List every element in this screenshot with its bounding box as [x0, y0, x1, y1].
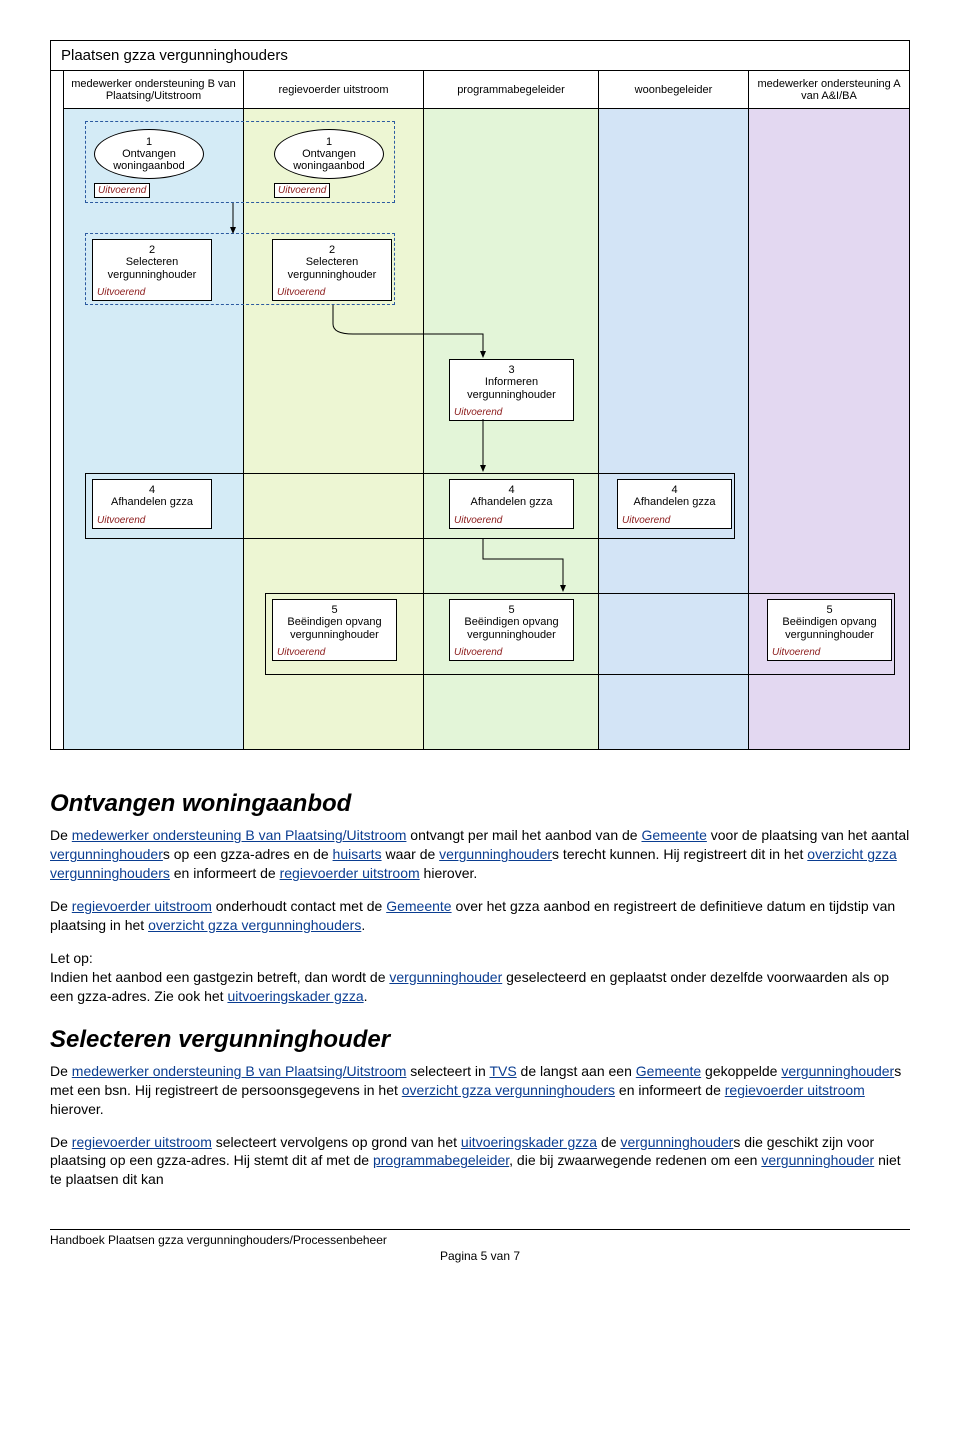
- lane-header-d: woonbegeleider: [599, 71, 748, 109]
- node-1a-uitv: Uitvoerend: [94, 183, 150, 198]
- swimlanes: medewerker ondersteuning B van Plaatsing…: [63, 71, 909, 749]
- node-5e: 5 Beëindigen opvang vergunninghouder Uit…: [767, 599, 892, 661]
- node-1a-text: Ontvangen woningaanbod: [95, 148, 203, 172]
- node-1a: 1 Ontvangen woningaanbod: [94, 129, 204, 179]
- node-2b: 2 Selecteren vergunninghouder Uitvoerend: [272, 239, 392, 301]
- node-4d-uitv: Uitvoerend: [622, 515, 727, 526]
- link-overzicht-gzza-2[interactable]: overzicht gzza vergunninghouders: [148, 917, 361, 933]
- heading-selecteren: Selecteren vergunninghouder: [50, 1024, 910, 1056]
- node-4d: 4 Afhandelen gzza Uitvoerend: [617, 479, 732, 529]
- lane-header-c: programmabegeleider: [424, 71, 598, 109]
- node-2a-num: 2: [97, 244, 207, 256]
- link-gemeente-3[interactable]: Gemeente: [636, 1063, 701, 1079]
- lane-medewerker-a: medewerker ondersteuning A van A&I/BA 5 …: [749, 71, 909, 749]
- node-5c-uitv: Uitvoerend: [454, 647, 569, 658]
- link-vergunninghouder[interactable]: vergunninghouder: [50, 846, 163, 862]
- lane-medewerker-b: medewerker ondersteuning B van Plaatsing…: [64, 71, 244, 749]
- link-medewerker-b-2[interactable]: medewerker ondersteuning B van Plaatsing…: [72, 1063, 407, 1079]
- diagram-title: Plaatsen gzza vergunninghouders: [51, 41, 909, 71]
- link-regievoerder-3[interactable]: regievoerder uitstroom: [725, 1082, 865, 1098]
- node-5c-num: 5: [454, 604, 569, 616]
- lane-header-a: medewerker ondersteuning B van Plaatsing…: [64, 71, 243, 109]
- para-4: De medewerker ondersteuning B van Plaats…: [50, 1062, 910, 1119]
- lane-regievoerder: regievoerder uitstroom 1 Ontvangen wonin…: [244, 71, 424, 749]
- node-2a-text: Selecteren vergunninghouder: [97, 256, 207, 281]
- link-vergunninghouder-2[interactable]: vergunninghouder: [439, 846, 552, 862]
- node-5c-text: Beëindigen opvang vergunninghouder: [454, 616, 569, 641]
- node-2a-uitv: Uitvoerend: [97, 287, 207, 298]
- lane-woonbegeleider: woonbegeleider 4 Afhandelen gzza Uitvoer…: [599, 71, 749, 749]
- body-text: Ontvangen woningaanbod De medewerker ond…: [50, 750, 910, 1189]
- node-4c: 4 Afhandelen gzza Uitvoerend: [449, 479, 574, 529]
- node-4d-text: Afhandelen gzza: [622, 496, 727, 509]
- lane-header-b: regievoerder uitstroom: [244, 71, 423, 109]
- node-3-text: Informeren vergunninghouder: [454, 376, 569, 401]
- footer-line1: Handboek Plaatsen gzza vergunninghouders…: [50, 1233, 910, 1247]
- node-4a-text: Afhandelen gzza: [97, 496, 207, 509]
- link-gemeente-2[interactable]: Gemeente: [386, 898, 451, 914]
- link-medewerker-b[interactable]: medewerker ondersteuning B van Plaatsing…: [72, 827, 407, 843]
- node-5b-text: Beëindigen opvang vergunninghouder: [277, 616, 392, 641]
- link-vergunninghouder-6[interactable]: vergunninghouder: [761, 1152, 874, 1168]
- node-3-uitv: Uitvoerend: [454, 407, 569, 418]
- heading-ontvangen: Ontvangen woningaanbod: [50, 788, 910, 820]
- link-programmabegeleider[interactable]: programmabegeleider: [373, 1152, 509, 1168]
- para-3: Let op: Indien het aanbod een gastgezin …: [50, 949, 910, 1006]
- para-1: De medewerker ondersteuning B van Plaats…: [50, 826, 910, 883]
- node-3: 3 Informeren vergunninghouder Uitvoerend: [449, 359, 574, 421]
- node-5e-uitv: Uitvoerend: [772, 647, 887, 658]
- node-2b-num: 2: [277, 244, 387, 256]
- node-4c-uitv: Uitvoerend: [454, 515, 569, 526]
- lane-programmabegeleider: programmabegeleider 3 Informeren vergunn…: [424, 71, 599, 749]
- node-1b: 1 Ontvangen woningaanbod: [274, 129, 384, 179]
- link-vergunninghouder-4[interactable]: vergunninghouder: [781, 1063, 894, 1079]
- node-4c-num: 4: [454, 484, 569, 496]
- node-5b: 5 Beëindigen opvang vergunninghouder Uit…: [272, 599, 397, 661]
- link-overzicht-gzza-3[interactable]: overzicht gzza vergunninghouders: [402, 1082, 615, 1098]
- node-5c: 5 Beëindigen opvang vergunninghouder Uit…: [449, 599, 574, 661]
- link-uitvoeringskader[interactable]: uitvoeringskader gzza: [227, 988, 363, 1004]
- link-regievoerder-4[interactable]: regievoerder uitstroom: [72, 1134, 212, 1150]
- para-2: De regievoerder uitstroom onderhoudt con…: [50, 897, 910, 935]
- link-gemeente[interactable]: Gemeente: [641, 827, 706, 843]
- link-vergunninghouder-3[interactable]: vergunninghouder: [389, 969, 502, 985]
- link-huisarts[interactable]: huisarts: [333, 846, 382, 862]
- lane-header-e: medewerker ondersteuning A van A&I/BA: [749, 71, 909, 109]
- node-1b-text: Ontvangen woningaanbod: [275, 148, 383, 172]
- link-tvs[interactable]: TVS: [489, 1063, 516, 1079]
- node-5b-num: 5: [277, 604, 392, 616]
- footer-page-number: Pagina 5 van 7: [50, 1249, 910, 1263]
- node-5b-uitv: Uitvoerend: [277, 647, 392, 658]
- node-2b-uitv: Uitvoerend: [277, 287, 387, 298]
- node-5e-num: 5: [772, 604, 887, 616]
- node-4c-text: Afhandelen gzza: [454, 496, 569, 509]
- node-2b-text: Selecteren vergunninghouder: [277, 256, 387, 281]
- node-4a-num: 4: [97, 484, 207, 496]
- page-footer: Handboek Plaatsen gzza vergunninghouders…: [50, 1229, 910, 1263]
- node-1b-num: 1: [326, 136, 332, 148]
- diagram-frame: Plaatsen gzza vergunninghouders medewerk…: [50, 40, 910, 750]
- node-1a-num: 1: [146, 136, 152, 148]
- node-1b-uitv: Uitvoerend: [274, 183, 330, 198]
- node-2a: 2 Selecteren vergunninghouder Uitvoerend: [92, 239, 212, 301]
- node-4a: 4 Afhandelen gzza Uitvoerend: [92, 479, 212, 529]
- node-4a-uitv: Uitvoerend: [97, 515, 207, 526]
- node-5e-text: Beëindigen opvang vergunninghouder: [772, 616, 887, 641]
- link-vergunninghouder-5[interactable]: vergunninghouder: [620, 1134, 733, 1150]
- node-4d-num: 4: [622, 484, 727, 496]
- link-regievoerder-2[interactable]: regievoerder uitstroom: [72, 898, 212, 914]
- link-regievoerder[interactable]: regievoerder uitstroom: [280, 865, 420, 881]
- link-uitvoeringskader-2[interactable]: uitvoeringskader gzza: [461, 1134, 597, 1150]
- para-5: De regievoerder uitstroom selecteert ver…: [50, 1133, 910, 1190]
- node-3-num: 3: [454, 364, 569, 376]
